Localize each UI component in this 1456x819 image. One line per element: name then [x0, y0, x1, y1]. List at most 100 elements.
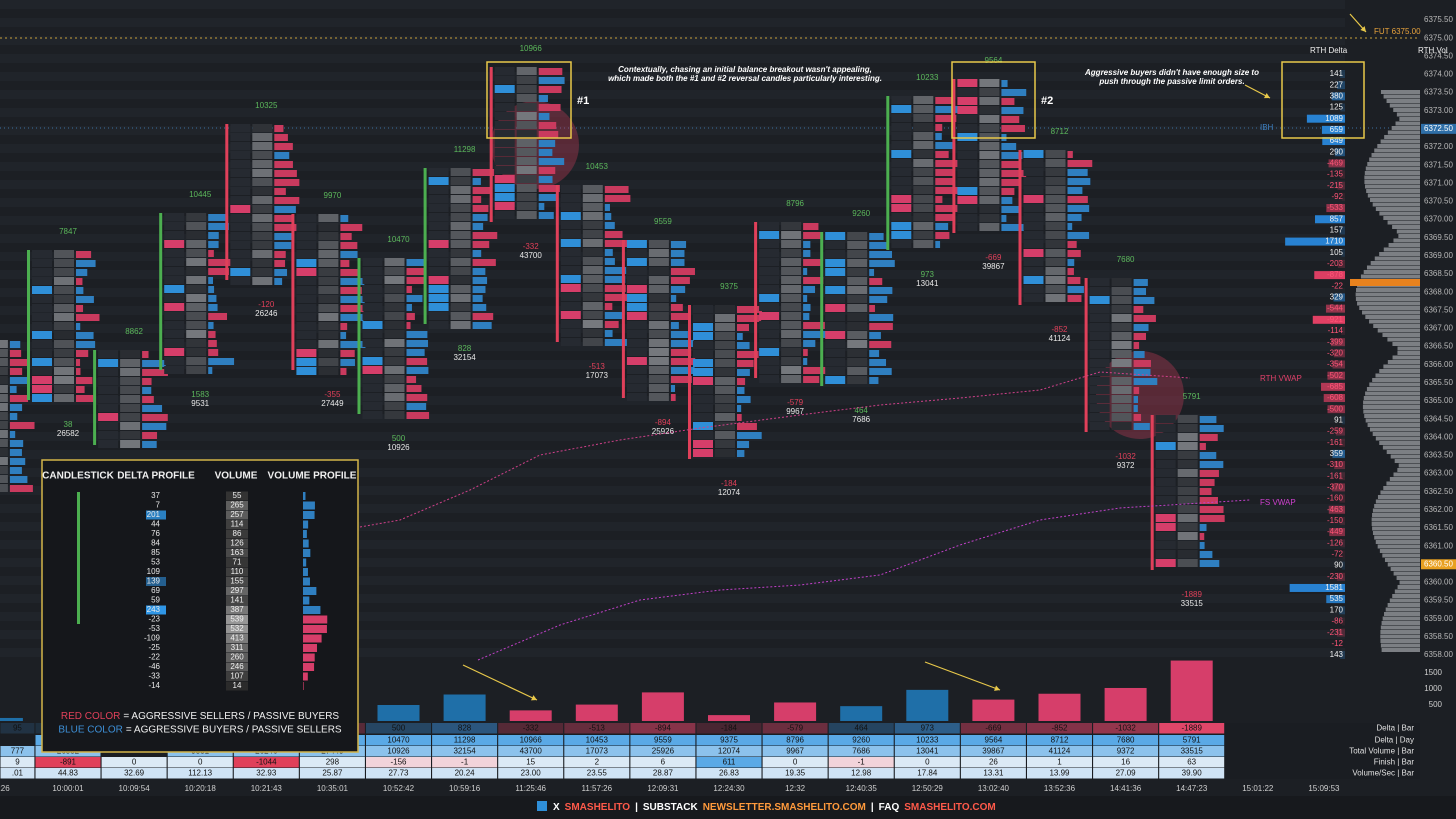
legend-volume-cell	[226, 624, 248, 634]
table-value: 777	[11, 747, 25, 756]
ask-cell	[186, 285, 207, 293]
bid-cell	[32, 268, 52, 276]
delta-day-label: 10233	[916, 73, 939, 82]
bid-cell	[759, 330, 780, 338]
profile-cell	[803, 295, 808, 302]
bid-cell	[98, 368, 119, 376]
ask-cell	[54, 313, 74, 321]
profile-cell	[604, 258, 615, 265]
bid-cell	[759, 267, 780, 275]
bid-cell	[891, 96, 912, 104]
ask-cell	[781, 267, 802, 275]
bid-cell	[1023, 240, 1044, 248]
bid-cell	[626, 321, 647, 329]
time-label: 11:57:26	[582, 784, 613, 793]
rth-delta-value: 141	[1330, 69, 1344, 78]
ask-cell	[847, 286, 868, 294]
rth-vol-bar	[1381, 648, 1420, 652]
legend-profile-bar	[303, 634, 322, 643]
legend-volume-cell	[226, 567, 248, 577]
ask-cell	[0, 430, 8, 438]
profile-cell	[1199, 542, 1205, 549]
ask-cell	[715, 440, 735, 448]
profile-cell	[869, 377, 879, 384]
profile-cell	[142, 378, 152, 385]
rth-delta-value: -500	[1327, 404, 1344, 413]
rth-delta-bar	[1327, 405, 1345, 414]
table-row-label: Delta | Day	[1375, 736, 1414, 745]
ask-cell	[120, 413, 141, 421]
profile-cell	[274, 242, 292, 249]
candle-body	[952, 79, 956, 233]
profile-cell	[1067, 277, 1081, 284]
bid-cell	[560, 311, 581, 319]
rth-delta-value: -230	[1327, 572, 1344, 581]
rth-delta-bar	[1341, 192, 1345, 201]
table-cell	[828, 735, 894, 746]
bid-cell	[230, 250, 251, 258]
rth-vol-bar	[1395, 121, 1420, 126]
legend-delta: -23	[148, 615, 160, 624]
profile-cell	[1067, 223, 1073, 230]
profile-cell	[604, 249, 613, 256]
ask-cell	[0, 376, 8, 384]
rth-delta-bar	[1339, 494, 1345, 503]
profile-cell	[803, 340, 816, 347]
bid-cell	[230, 151, 251, 159]
candle-body	[754, 222, 758, 378]
ask-cell	[847, 277, 868, 285]
rth-vol-bar	[1380, 139, 1420, 144]
bid-cell	[428, 213, 449, 221]
bid-cell	[230, 241, 251, 249]
volume-label: 27449	[321, 399, 344, 408]
ask-cell	[0, 448, 8, 456]
row-band	[0, 90, 1345, 99]
profile-cell	[1199, 533, 1205, 540]
rth-vol-bar	[1377, 544, 1420, 549]
ask-cell	[252, 196, 273, 204]
delta-label: -669	[985, 253, 1002, 262]
bid-cell	[560, 221, 581, 229]
profile-cell	[142, 414, 168, 421]
table-value: 13.31	[983, 769, 1004, 778]
profile-cell	[340, 341, 366, 348]
rth-delta-bar	[1340, 70, 1345, 78]
price-label: 6362.00	[1424, 505, 1453, 514]
bid-cell	[164, 366, 185, 374]
price-label: 6360.00	[1424, 578, 1453, 587]
legend-volume: 55	[233, 491, 242, 500]
ask-cell	[54, 394, 74, 402]
delta-label: -1889	[1181, 590, 1202, 599]
rth-delta-value: -259	[1327, 427, 1344, 436]
table-value: 44.83	[58, 769, 79, 778]
histogram-tick-label: 1000	[1424, 684, 1442, 693]
table-cell	[498, 757, 564, 768]
profile-cell	[869, 233, 884, 240]
bid-cell	[825, 286, 846, 294]
price-label: 6363.50	[1424, 451, 1453, 460]
legend-key-name: RED COLOR	[61, 711, 120, 722]
bid-cell	[32, 259, 52, 267]
profile-cell	[340, 233, 352, 240]
bid-cell	[1089, 314, 1110, 322]
chart-label: #1	[577, 95, 589, 107]
ask-cell	[318, 367, 339, 375]
bid-cell	[626, 249, 647, 257]
ask-cell	[715, 341, 735, 349]
delta-label: -852	[1051, 325, 1068, 334]
ask-cell	[979, 115, 1000, 123]
ask-cell	[252, 178, 273, 186]
rth-vol-bar	[1369, 382, 1420, 387]
legend-delta: 243	[147, 605, 161, 614]
rth-vol-bar	[1380, 634, 1420, 639]
table-cell	[894, 757, 960, 768]
profile-cell	[670, 376, 692, 383]
ask-cell	[384, 402, 405, 410]
table-cell	[696, 757, 762, 768]
ask-cell	[450, 177, 471, 185]
ask-cell	[318, 277, 339, 285]
bid-cell	[693, 449, 713, 457]
legend-delta-cell	[146, 605, 166, 615]
profile-cell	[670, 286, 686, 293]
ask-cell	[847, 376, 868, 384]
